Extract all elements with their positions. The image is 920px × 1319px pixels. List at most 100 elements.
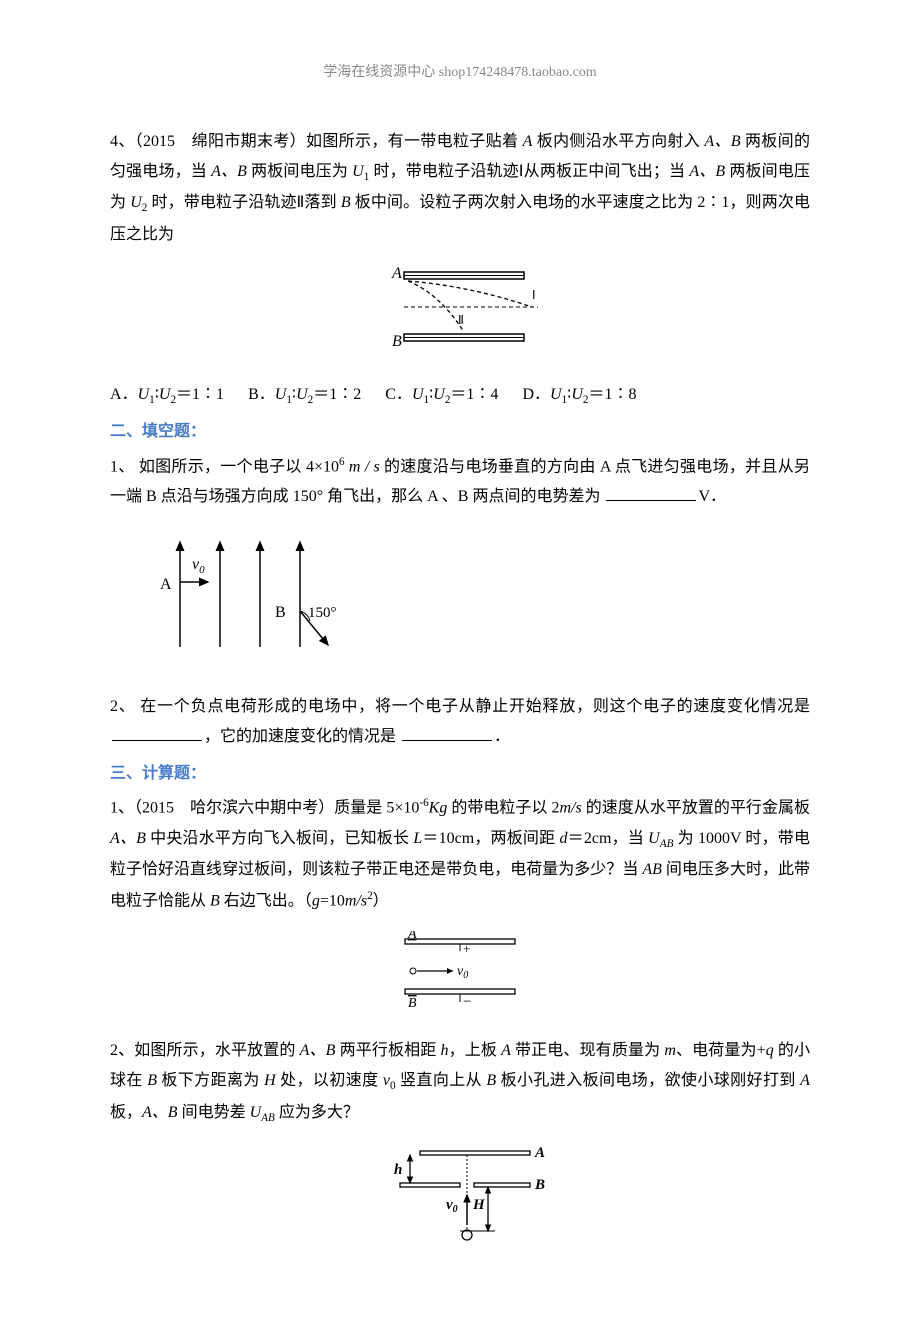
text: 1、（2015 哈尔滨六中期中考）质量是 5×10 xyxy=(110,800,419,817)
text: 间电势差 xyxy=(178,1104,250,1121)
section-2-heading: 二、填空题： xyxy=(110,417,810,447)
label-B: B xyxy=(275,604,286,621)
trajectory-1 xyxy=(408,281,532,307)
var-L: L xyxy=(413,830,422,847)
plate-A xyxy=(405,939,515,944)
var-q: q xyxy=(766,1042,774,1059)
text: ） xyxy=(373,892,389,909)
calc2-diagram: A h B v0 H xyxy=(110,1143,810,1264)
fill1-diagram: v0 A B 150° xyxy=(150,527,810,678)
diagram-label-II: Ⅱ xyxy=(458,313,464,327)
label-B: B xyxy=(534,1177,545,1193)
text: ，上板 xyxy=(449,1042,502,1059)
blank-input[interactable] xyxy=(402,725,492,741)
var-U: U xyxy=(159,386,171,403)
calc1-diagram: A + v0 B − xyxy=(110,931,810,1022)
label-plus: + xyxy=(463,941,470,956)
opt-val: ＝1∶2 xyxy=(313,386,361,403)
text: 板， xyxy=(110,1104,142,1121)
option-D: D．U1∶U2＝1∶8 xyxy=(522,380,636,411)
sup: -6 xyxy=(419,797,428,809)
text: 2、如图所示，水平放置的 xyxy=(110,1042,300,1059)
var-AB: A、B xyxy=(704,133,740,150)
particle xyxy=(410,968,416,974)
text: =10 xyxy=(320,892,345,909)
diagram-label-A: A xyxy=(391,265,402,282)
text: 板小孔进入板间电场，欲使小球刚好打到 xyxy=(496,1072,800,1089)
text: 、电荷量为+ xyxy=(676,1042,766,1059)
unit: m/s xyxy=(345,892,367,909)
unit: Kg xyxy=(429,800,448,817)
var-B: B xyxy=(341,194,351,211)
unit: V． xyxy=(698,488,726,505)
opt-prefix: D． xyxy=(522,386,550,403)
text: 右边飞出。（ xyxy=(220,892,312,909)
q4-text: 板内侧沿水平方向射入 xyxy=(532,133,704,150)
q4-svg: A B Ⅱ Ⅰ xyxy=(370,264,550,354)
opt-prefix: C． xyxy=(385,386,412,403)
label-angle: 150° xyxy=(308,605,337,621)
label-H: H xyxy=(472,1197,486,1213)
option-A: A．U1∶U2＝1∶1 xyxy=(110,380,224,411)
option-B: B．U1∶U2＝1∶2 xyxy=(248,380,361,411)
blank-input[interactable] xyxy=(112,725,202,741)
fill-question-2: 2、 在一个负点电荷形成的电场中，将一个电子从静止开始释放，则这个电子的速度变化… xyxy=(110,692,810,753)
q4-text: 时，带电粒子沿轨迹Ⅱ落到 xyxy=(147,194,341,211)
fill1-svg: v0 A B 150° xyxy=(150,527,370,667)
text: 的带电粒子以 2 xyxy=(447,800,559,817)
var-U: U xyxy=(296,386,308,403)
text: ＝2cm，当 xyxy=(567,830,648,847)
var-AB: A、B xyxy=(142,1104,178,1121)
text: ，它的加速度变化的情况是 xyxy=(204,728,400,745)
var-A: A xyxy=(501,1042,511,1059)
calc-question-2: 2、如图所示，水平放置的 A、B 两平行板相距 h，上板 A 带正电、现有质量为… xyxy=(110,1036,810,1129)
text: ． xyxy=(494,728,510,745)
v0-arrowhead xyxy=(447,968,453,974)
label-B: B xyxy=(408,996,417,1011)
opt-prefix: A． xyxy=(110,386,138,403)
var-AB: A、B xyxy=(689,163,725,180)
var-AB: A、B xyxy=(211,163,247,180)
var-m: m xyxy=(664,1042,676,1059)
diagram-label-B: B xyxy=(392,333,402,350)
sub-AB: AB xyxy=(660,838,674,850)
var-U: U xyxy=(250,1104,262,1121)
calc2-svg: A h B v0 H xyxy=(360,1143,560,1253)
sub-AB: AB xyxy=(261,1112,275,1124)
fill-question-1: 1、 如图所示，一个电子以 4×106 m / s 的速度沿与电场垂直的方向由 … xyxy=(110,452,810,513)
text: ＝10cm，两板间距 xyxy=(422,830,559,847)
var-AB: AB xyxy=(642,861,662,878)
var-U: U xyxy=(412,386,424,403)
q4-text: 两板间电压为 xyxy=(247,163,352,180)
var-U: U xyxy=(130,194,142,211)
text: 2、 在一个负点电荷形成的电场中，将一个电子从静止开始释放，则这个电子的速度变化… xyxy=(110,698,810,715)
q4-text: 4、（2015 绵阳市期末考）如图所示，有一带电粒子贴着 xyxy=(110,133,523,150)
text: 板下方距离为 xyxy=(157,1072,264,1089)
label-h: h xyxy=(394,1162,402,1178)
var-g: g xyxy=(312,892,320,909)
var-v: v xyxy=(383,1072,390,1089)
text: 两平行板相距 xyxy=(335,1042,440,1059)
section-3-heading: 三、计算题： xyxy=(110,759,810,789)
text: 1、 如图所示，一个电子以 xyxy=(110,458,306,475)
var-AB: A、B xyxy=(110,830,146,847)
text: 应为多大？ xyxy=(275,1104,359,1121)
var-B: B xyxy=(147,1072,157,1089)
label-minus: − xyxy=(463,994,471,1010)
option-C: C．U1∶U2＝1∶4 xyxy=(385,380,498,411)
label-v0: v0 xyxy=(446,1197,458,1215)
plate-B xyxy=(405,989,515,994)
plate-B-right xyxy=(474,1183,530,1187)
opt-val: ＝1∶1 xyxy=(176,386,224,403)
var-U: U xyxy=(550,386,562,403)
q4-options: A．U1∶U2＝1∶1 B．U1∶U2＝1∶2 C．U1∶U2＝1∶4 D．U1… xyxy=(110,380,810,411)
q4-text: 时，带电粒子沿轨迹Ⅰ从两板正中间飞出；当 xyxy=(369,163,689,180)
page-header: 学海在线资源中心 shop174248478.taobao.com xyxy=(110,60,810,87)
label-v0: v0 xyxy=(457,964,468,981)
blank-input[interactable] xyxy=(606,485,696,501)
var-B: B xyxy=(486,1072,496,1089)
label-A: A xyxy=(160,576,172,593)
angle: 150° xyxy=(293,488,323,505)
formula: 4×10 xyxy=(306,458,339,475)
var-U: U xyxy=(571,386,583,403)
